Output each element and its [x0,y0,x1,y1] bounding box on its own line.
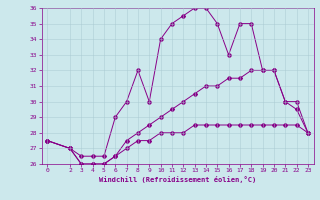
X-axis label: Windchill (Refroidissement éolien,°C): Windchill (Refroidissement éolien,°C) [99,176,256,183]
